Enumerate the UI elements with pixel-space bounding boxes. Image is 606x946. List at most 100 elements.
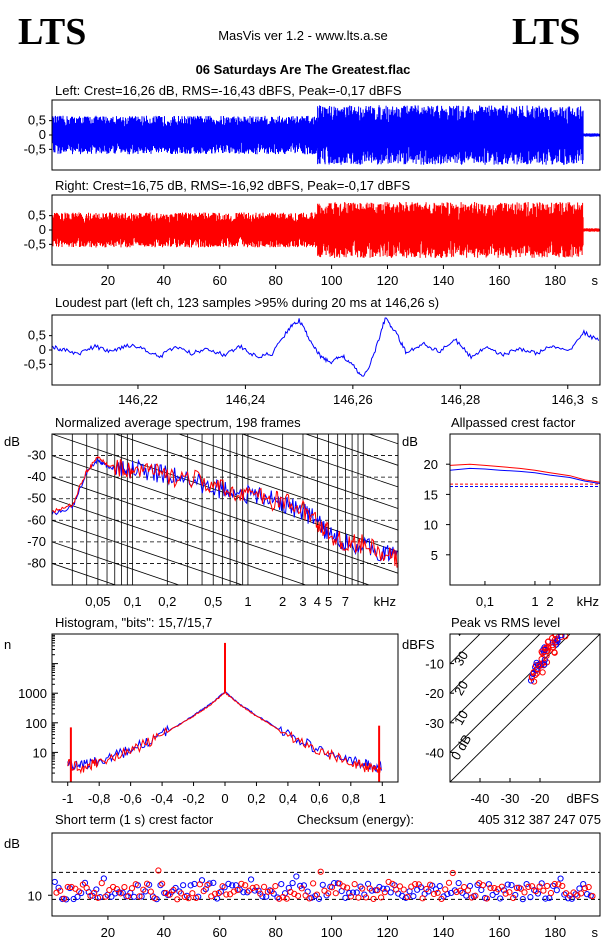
spectrum-plot: -30 -40 -50 -60 -70 -80 0,05 0,1 0,2 0,5 1 2 3 4 5 7 kHz — [27, 433, 399, 609]
crest-point-right — [57, 887, 64, 894]
x-axis-label: dBFS — [566, 791, 599, 806]
crest-point-right — [91, 889, 98, 896]
right-channel-plot: 0,50-0,5 20 40 60 80 100 120 140 160 180 s — [24, 194, 601, 288]
peak-rms-point — [527, 677, 535, 684]
plot-frame — [449, 633, 601, 783]
x-tick-label: 0,1 — [124, 594, 142, 609]
crest-point-right — [362, 894, 370, 901]
crest-point-right — [544, 882, 551, 890]
grid-slope — [241, 434, 398, 488]
y-tick-label: 0,5 — [28, 328, 46, 343]
x-tick-label: 20 — [101, 925, 115, 940]
crest-point-left — [180, 882, 187, 889]
peak-rms-point — [534, 665, 541, 673]
x-tick-label: 100 — [321, 273, 343, 288]
crest-point-left — [176, 888, 183, 895]
crest-point-right — [181, 893, 188, 901]
crest-point-right — [283, 895, 290, 902]
grid-slope — [52, 455, 398, 574]
x-tick-label: 1 — [244, 594, 251, 609]
crest-point-left — [187, 882, 194, 889]
x-tick-label: 0,6 — [310, 791, 328, 806]
crest-point-left — [229, 882, 236, 889]
crest-point-right — [411, 881, 419, 888]
crest-point-right — [498, 883, 505, 890]
crest-point-left — [553, 887, 560, 894]
crest-point-right — [68, 883, 75, 891]
crest-point-right — [234, 886, 241, 894]
crest-diagonal — [450, 634, 511, 694]
x-tick-label: 0,1 — [476, 594, 494, 609]
y-tick-label: -40 — [27, 469, 46, 484]
allpassed-title: Allpassed crest factor — [451, 415, 576, 430]
crest-point-right — [344, 884, 351, 891]
crest-point-right — [427, 881, 434, 888]
crest-point-left — [74, 893, 81, 900]
y-tick-label: 0 — [39, 342, 46, 357]
crest-point-right — [219, 883, 226, 890]
grid-slope — [52, 519, 244, 585]
crest-point-left — [387, 889, 394, 896]
x-tick-label: 146,22 — [118, 392, 158, 407]
crest-point-left — [542, 895, 549, 902]
short-term-ylabel: dB — [4, 836, 20, 851]
x-tick-label: -0,6 — [119, 791, 141, 806]
x-tick-label: 40 — [157, 925, 171, 940]
crest-point-right — [155, 867, 162, 874]
x-unit-label: s — [592, 925, 599, 940]
grid-slope — [52, 498, 308, 585]
loudest-part-plot: 0,50-0,5 146,22 146,24 146,26 146,28 146,3 s — [24, 314, 601, 407]
histogram-series-right — [67, 691, 382, 775]
crest-point-right — [208, 893, 215, 900]
y-tick-label: -30 — [27, 448, 46, 463]
x-tick-label: 146,24 — [226, 392, 266, 407]
y-tick-label: 0 — [39, 222, 46, 237]
y-tick-label: -30 — [425, 716, 444, 731]
x-tick-label: -1 — [62, 791, 74, 806]
crest-point-right — [260, 883, 268, 890]
crest-point-right — [359, 885, 366, 892]
crest-point-left — [576, 885, 583, 892]
peak-rms-point — [540, 662, 547, 669]
grid-slope — [177, 434, 398, 509]
crest-point-right — [249, 884, 256, 891]
checksum-label: Checksum (energy): — [297, 812, 414, 827]
crest-point-right — [547, 889, 555, 897]
crest-point-right — [347, 893, 354, 900]
histogram-title: Histogram, "bits": 15,7/15,7 — [55, 615, 212, 630]
plot-frame — [51, 194, 601, 266]
x-tick-label: 140 — [433, 273, 455, 288]
crest-point-right — [570, 889, 577, 896]
crest-point-right — [502, 890, 509, 897]
crest-point-right — [464, 887, 471, 894]
crest-point-left — [210, 879, 217, 886]
x-tick-label: 0,2 — [247, 791, 265, 806]
crest-point-right — [230, 888, 237, 895]
crest-point-right — [393, 886, 400, 893]
crest-point-right — [166, 891, 173, 898]
peak-rms-title: Peak vs RMS level — [451, 615, 560, 630]
crest-point-right — [400, 886, 407, 893]
crest-point-right — [151, 895, 158, 902]
x-tick-label: 0,8 — [342, 791, 360, 806]
crest-point-left — [346, 890, 353, 897]
crest-point-left — [463, 892, 470, 899]
crest-point-right — [264, 888, 271, 895]
crest-point-right — [310, 880, 317, 887]
crest-point-right — [140, 886, 147, 893]
crest-point-right — [193, 894, 200, 902]
grid-slope — [52, 434, 398, 553]
x-tick-label: -20 — [531, 791, 550, 806]
diagonal-label: 40 — [451, 619, 471, 639]
histogram-ylabel: n — [4, 637, 11, 652]
crest-point-left — [342, 894, 349, 901]
crest-point-left — [504, 881, 511, 888]
spectrum-title: Normalized average spectrum, 198 frames — [55, 415, 301, 430]
crest-point-left — [527, 894, 534, 901]
y-tick-label: 10 — [33, 745, 47, 760]
left-channel-plot: 0,50-0,5 — [24, 99, 601, 171]
crest-point-right — [559, 882, 566, 890]
x-tick-label: 140 — [433, 925, 455, 940]
x-tick-label: 80 — [268, 273, 282, 288]
y-tick-label: 10 — [28, 888, 42, 903]
